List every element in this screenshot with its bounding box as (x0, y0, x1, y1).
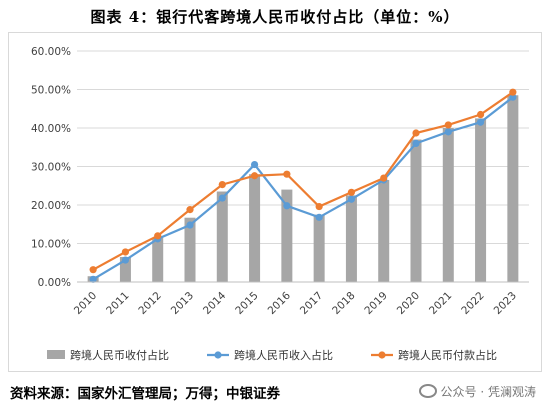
legend-label-1: 跨境人民币收付占比 (70, 348, 169, 362)
point-1-2017 (315, 213, 323, 221)
x-tick-label: 2019 (362, 290, 389, 317)
y-tick-label: 10.00% (31, 239, 71, 251)
bar-2013 (184, 217, 196, 282)
x-tick-label: 2023 (492, 290, 519, 317)
bar-2015 (249, 174, 261, 282)
point-1-2020 (412, 139, 420, 147)
wechat-icon (418, 384, 437, 398)
x-tick-label: 2018 (330, 290, 357, 317)
point-1-2015 (250, 160, 259, 169)
bar-2018 (345, 195, 357, 282)
chart-svg: 0.00% 10.00% 20.00% 30.00% 40.00% 50.00% 60.00… (31, 46, 529, 362)
point-2-2021 (444, 121, 452, 129)
legend-label-3: 跨境人民币付款占比 (398, 348, 497, 362)
point-1-2011 (121, 256, 130, 264)
x-tick-label: 2015 (233, 290, 260, 317)
point-2-2022 (476, 110, 485, 119)
point-1-2018 (347, 195, 356, 203)
point-1-2022 (476, 118, 485, 126)
y-tick-label: 40.00% (31, 123, 71, 135)
legend: 跨境人民币收付占比 跨境人民币收入占比 跨境人民币付款占比 (47, 348, 497, 362)
legend-marker-2 (378, 351, 386, 359)
source-note: 资料来源：国家外汇管理局；万得；中银证券 (10, 386, 280, 402)
bar-2012 (152, 237, 164, 282)
point-2-2018 (347, 188, 356, 196)
legend-swatch-bar (47, 350, 65, 359)
point-1-2013 (186, 221, 194, 229)
x-tick-label: 2020 (395, 290, 422, 317)
point-2-2011 (121, 248, 130, 256)
bar-2022 (475, 118, 487, 282)
point-2-2016 (283, 170, 291, 178)
series-line-1 (92, 96, 514, 281)
legend-marker-1 (214, 351, 222, 359)
y-tick-label: 0.00% (38, 277, 71, 289)
bar-2021 (442, 128, 454, 282)
watermark-text: 公众号 · 凭澜观涛 (440, 385, 536, 399)
x-tick-label: 2022 (459, 290, 486, 317)
x-axis: 2010 2011 2012 2013 2014 2015 2016 2017 2018 2019… (72, 281, 529, 317)
chart-title: 图表 4：银行代客跨境人民币收付占比（单位：%） (90, 8, 460, 26)
bar-2014 (216, 191, 228, 282)
point-2-2019 (380, 174, 388, 182)
x-tick-label: 2011 (104, 290, 131, 317)
bars (87, 95, 519, 283)
y-tick-label: 50.00% (31, 85, 71, 97)
bar-2016 (281, 189, 293, 282)
bar-2017 (313, 214, 325, 282)
x-tick-label: 2016 (266, 289, 294, 317)
y-tick-label: 60.00% (31, 46, 71, 58)
point-1-2021 (444, 128, 452, 136)
point-2-2017 (315, 202, 323, 211)
point-2-2013 (186, 206, 194, 214)
series-line-2 (92, 91, 514, 271)
point-1-2016 (283, 202, 291, 210)
watermark: 公众号 · 凭澜观涛 (418, 383, 536, 400)
y-tick-label: 20.00% (31, 200, 71, 212)
point-2-2010 (89, 266, 97, 274)
bar-2019 (378, 179, 390, 282)
y-tick-label: 30.00% (31, 162, 71, 174)
x-tick-label: 2021 (427, 290, 454, 317)
x-tick-label: 2012 (136, 290, 163, 317)
point-2-2012 (154, 232, 162, 240)
point-2-2023 (509, 88, 517, 96)
x-tick-label: 2013 (169, 290, 196, 317)
point-2-2020 (412, 129, 420, 137)
y-axis: 0.00% 10.00% 20.00% 30.00% 40.00% 50.00% 60.00… (31, 46, 71, 289)
point-2-2014 (218, 180, 226, 189)
point-1-2014 (218, 194, 226, 202)
x-tick-label: 2014 (201, 289, 229, 317)
x-tick-label: 2017 (298, 290, 325, 317)
point-2-2015 (250, 172, 259, 180)
legend-label-2: 跨境人民币收入占比 (234, 348, 333, 362)
point-1-2023 (509, 93, 517, 101)
bar-2023 (507, 95, 519, 283)
x-tick-label: 2010 (72, 290, 99, 317)
chart-area: 0.00% 10.00% 20.00% 30.00% 40.00% 50.00% 60.00… (8, 32, 542, 372)
bar-2020 (410, 139, 422, 282)
bar-2011 (119, 256, 131, 282)
point-1-2010 (89, 275, 97, 283)
lines (89, 88, 517, 283)
